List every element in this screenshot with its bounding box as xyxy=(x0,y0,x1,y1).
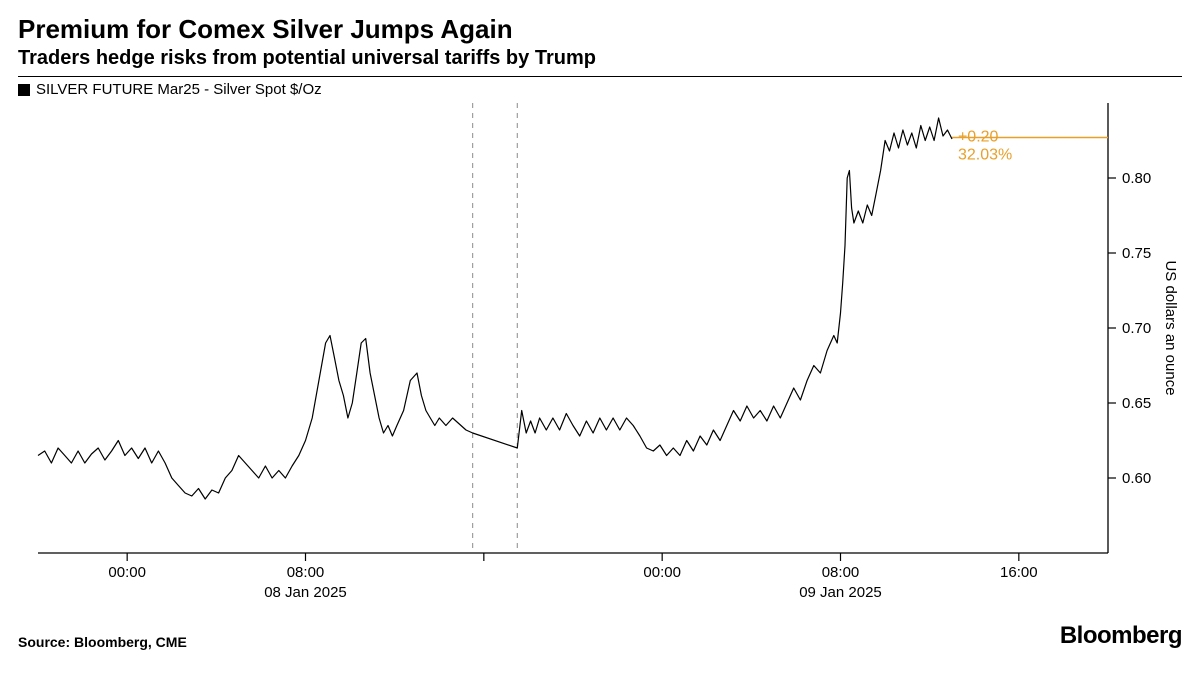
svg-text:0.70: 0.70 xyxy=(1122,320,1151,337)
svg-text:US dollars an ounce: US dollars an ounce xyxy=(1162,260,1179,395)
svg-text:00:00: 00:00 xyxy=(108,564,146,581)
svg-text:0.60: 0.60 xyxy=(1122,470,1151,487)
chart-subtitle: Traders hedge risks from potential unive… xyxy=(18,47,1182,70)
source-text: Source: Bloomberg, CME xyxy=(18,634,187,650)
chart-svg: 0.60 0.65 0.70 0.75 0.80 US dollars an ounce 0… xyxy=(18,98,1182,618)
svg-text:0.75: 0.75 xyxy=(1122,245,1151,262)
svg-text:0.65: 0.65 xyxy=(1122,395,1151,412)
svg-text:08 Jan 2025: 08 Jan 2025 xyxy=(264,584,347,601)
svg-text:0.80: 0.80 xyxy=(1122,170,1151,187)
svg-text:16:00: 16:00 xyxy=(1000,564,1038,581)
svg-text:09 Jan 2025: 09 Jan 2025 xyxy=(799,584,882,601)
legend: SILVER FUTURE Mar25 - Silver Spot $/Oz xyxy=(18,81,1182,98)
svg-text:08:00: 08:00 xyxy=(822,564,860,581)
svg-text:32.03%: 32.03% xyxy=(958,147,1012,164)
svg-text:+0.20: +0.20 xyxy=(958,129,999,146)
svg-text:00:00: 00:00 xyxy=(643,564,681,581)
legend-swatch xyxy=(18,84,30,96)
chart-area: 0.60 0.65 0.70 0.75 0.80 US dollars an ounce 0… xyxy=(18,98,1182,618)
header-divider xyxy=(18,76,1182,77)
brand-logo: Bloomberg xyxy=(1060,622,1182,650)
legend-label: SILVER FUTURE Mar25 - Silver Spot $/Oz xyxy=(36,81,322,98)
svg-text:08:00: 08:00 xyxy=(287,564,325,581)
chart-title: Premium for Comex Silver Jumps Again xyxy=(18,14,1182,45)
